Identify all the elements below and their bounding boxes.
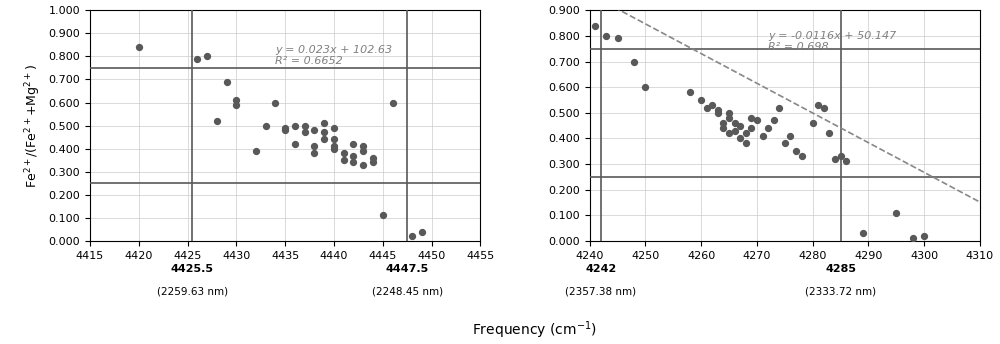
Text: y = 0.023x + 102.63
R² = 0.6652: y = 0.023x + 102.63 R² = 0.6652	[275, 45, 393, 66]
Point	[228, 102, 244, 108]
Point	[228, 97, 244, 103]
Point	[287, 123, 303, 128]
Point	[277, 125, 293, 131]
Point	[721, 130, 737, 136]
Y-axis label: Fe$^{2+}$/(Fe$^{2+}$+Mg$^{2+}$): Fe$^{2+}$/(Fe$^{2+}$+Mg$^{2+}$)	[23, 63, 43, 188]
Text: 4425.5: 4425.5	[171, 264, 214, 274]
Point	[345, 160, 361, 165]
Point	[743, 125, 759, 131]
Text: (2357.38 nm): (2357.38 nm)	[565, 287, 636, 297]
Point	[297, 130, 313, 135]
Point	[777, 141, 793, 146]
Point	[721, 115, 737, 121]
Point	[805, 120, 821, 126]
Point	[258, 123, 274, 128]
Point	[277, 127, 293, 133]
Point	[297, 123, 313, 128]
Point	[365, 155, 381, 161]
Point	[610, 36, 626, 41]
Point	[626, 59, 642, 64]
Text: Frequency (cm$^{-1}$): Frequency (cm$^{-1}$)	[472, 319, 598, 341]
Point	[727, 128, 743, 133]
Point	[727, 120, 743, 126]
Point	[760, 125, 776, 131]
Point	[833, 153, 849, 159]
Point	[345, 153, 361, 158]
Point	[326, 143, 342, 149]
Point	[306, 150, 322, 156]
Point	[365, 160, 381, 165]
Point	[782, 133, 798, 139]
Point	[821, 130, 837, 136]
Point	[738, 141, 754, 146]
Point	[326, 125, 342, 131]
Point	[199, 54, 215, 59]
Point	[743, 115, 759, 121]
Point	[710, 110, 726, 116]
Point	[345, 141, 361, 147]
Point	[794, 153, 810, 159]
Point	[306, 143, 322, 149]
Point	[905, 236, 921, 241]
Point	[587, 23, 603, 29]
Point	[131, 44, 147, 50]
Point	[771, 105, 787, 110]
Point	[355, 162, 371, 168]
Point	[755, 133, 771, 139]
Text: (2333.72 nm): (2333.72 nm)	[805, 287, 876, 297]
Point	[209, 118, 225, 124]
Point	[699, 105, 715, 110]
Point	[738, 130, 754, 136]
Point	[916, 233, 932, 238]
Point	[715, 120, 731, 126]
Point	[336, 150, 352, 156]
Point	[855, 230, 871, 236]
Point	[749, 118, 765, 123]
Point	[316, 130, 332, 135]
Text: 4285: 4285	[825, 264, 856, 274]
Point	[316, 137, 332, 142]
Text: y = -0.0116x + 50.147
R² = 0.698: y = -0.0116x + 50.147 R² = 0.698	[768, 31, 896, 52]
Point	[637, 84, 653, 90]
Point	[355, 148, 371, 154]
Point	[336, 158, 352, 163]
Point	[404, 234, 420, 239]
Point	[710, 107, 726, 113]
Point	[355, 143, 371, 149]
Point	[732, 136, 748, 141]
Point	[693, 97, 709, 103]
Point	[219, 79, 235, 85]
Point	[267, 100, 283, 105]
Point	[189, 56, 205, 62]
Point	[715, 125, 731, 131]
Point	[732, 123, 748, 128]
Point	[326, 146, 342, 151]
Point	[248, 148, 264, 154]
Point	[810, 102, 826, 108]
Point	[385, 100, 401, 105]
Point	[721, 110, 737, 116]
Text: 4447.5: 4447.5	[386, 264, 429, 274]
Point	[888, 210, 904, 215]
Point	[306, 127, 322, 133]
Point	[788, 148, 804, 154]
Point	[375, 213, 391, 218]
Point	[816, 105, 832, 110]
Point	[326, 137, 342, 142]
Text: 4242: 4242	[585, 264, 616, 274]
Text: (2248.45 nm): (2248.45 nm)	[372, 287, 443, 297]
Text: (2259.63 nm): (2259.63 nm)	[157, 287, 228, 297]
Point	[414, 229, 430, 234]
Point	[766, 118, 782, 123]
Point	[682, 89, 698, 95]
Point	[704, 102, 720, 108]
Point	[287, 141, 303, 147]
Point	[598, 33, 614, 39]
Point	[827, 156, 843, 162]
Point	[316, 120, 332, 126]
Point	[838, 159, 854, 164]
